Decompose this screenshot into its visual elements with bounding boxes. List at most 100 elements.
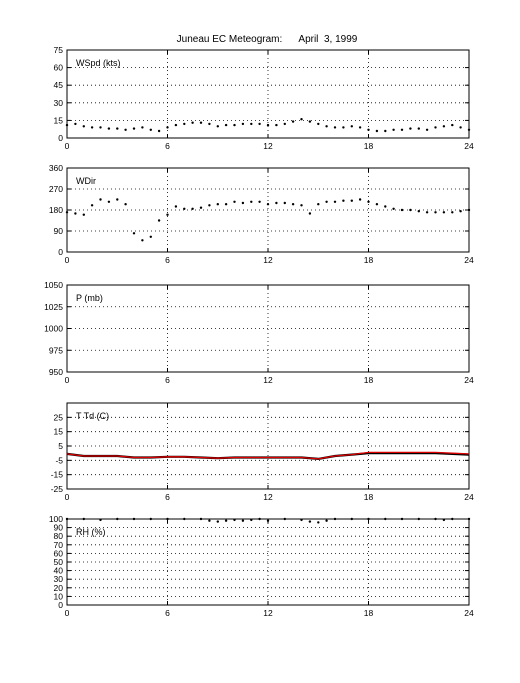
data-point — [216, 520, 219, 523]
data-point — [392, 207, 395, 210]
data-point — [283, 517, 286, 521]
data-point — [166, 517, 169, 521]
data-point — [417, 517, 420, 521]
y-tick-label: 80 — [54, 531, 64, 541]
x-tick-label: 12 — [263, 492, 273, 502]
data-point — [258, 517, 261, 521]
x-tick-label: 6 — [165, 141, 170, 151]
data-point — [375, 203, 379, 206]
data-point — [275, 123, 278, 127]
y-tick-label: 950 — [49, 367, 63, 377]
y-tick-label: 0 — [58, 600, 63, 610]
data-point — [199, 121, 203, 124]
x-tick-label: 18 — [364, 255, 374, 265]
x-tick-label: 0 — [65, 492, 70, 502]
data-point — [350, 199, 353, 202]
x-tick-label: 24 — [464, 255, 474, 265]
data-point — [149, 517, 152, 521]
data-point — [99, 198, 102, 201]
x-tick-label: 18 — [364, 375, 374, 385]
x-tick-label: 6 — [165, 375, 170, 385]
data-point — [166, 213, 169, 216]
x-tick-label: 0 — [65, 375, 70, 385]
x-tick-label: 18 — [364, 492, 374, 502]
x-tick-label: 24 — [464, 375, 474, 385]
y-tick-label: -5 — [55, 455, 63, 465]
y-tick-label: -25 — [51, 484, 64, 494]
data-point — [333, 200, 337, 203]
x-tick-label: 24 — [464, 492, 474, 502]
data-point — [333, 517, 337, 521]
data-point — [166, 126, 169, 129]
y-tick-label: 70 — [54, 540, 64, 550]
data-point — [308, 212, 312, 215]
data-point — [107, 200, 111, 203]
y-tick-label: 60 — [54, 63, 64, 73]
data-point — [325, 125, 328, 128]
panel-label: WSpd (kts) — [76, 58, 121, 68]
y-tick-label: 30 — [54, 574, 64, 584]
data-point — [216, 203, 219, 206]
data-point — [467, 208, 471, 212]
data-point — [233, 200, 236, 203]
y-tick-label: 975 — [49, 345, 63, 355]
x-tick-label: 6 — [165, 255, 170, 265]
y-tick-label: 90 — [54, 523, 64, 533]
series-line — [66, 451, 470, 460]
data-point — [300, 118, 303, 121]
data-point — [124, 203, 127, 206]
data-point — [233, 518, 236, 522]
data-point — [266, 203, 270, 206]
y-tick-label: 20 — [54, 583, 64, 593]
data-point — [250, 122, 253, 126]
data-point — [384, 205, 387, 208]
y-tick-label: 45 — [54, 80, 64, 90]
data-point — [116, 517, 119, 521]
data-point — [275, 201, 278, 205]
data-point — [308, 120, 312, 123]
data-point — [132, 232, 136, 235]
data-point — [191, 207, 194, 210]
y-tick-label: 0 — [58, 133, 63, 143]
data-point — [291, 203, 295, 206]
data-point — [384, 517, 387, 521]
data-point — [266, 123, 270, 127]
x-tick-label: 0 — [65, 608, 70, 618]
x-tick-label: 24 — [464, 141, 474, 151]
data-point — [124, 128, 127, 131]
data-point — [258, 122, 261, 126]
data-point — [367, 517, 370, 521]
data-point — [375, 129, 379, 133]
data-point — [132, 517, 136, 521]
y-tick-label: 15 — [54, 115, 64, 125]
data-point — [116, 198, 119, 201]
data-point — [467, 128, 471, 131]
y-tick-label: 30 — [54, 98, 64, 108]
y-tick-label: 25 — [54, 412, 64, 422]
panel-3: 0 6 12 18 24 950 975 1000 1025 1050 P (mb) — [44, 280, 474, 385]
data-point — [141, 239, 144, 242]
y-tick-label: 10 — [54, 591, 64, 601]
data-point — [224, 519, 228, 522]
data-point — [65, 211, 69, 214]
data-point — [350, 125, 353, 128]
data-point — [208, 122, 211, 126]
x-tick-label: 12 — [263, 608, 273, 618]
y-tick-label: 270 — [49, 184, 63, 194]
data-point — [358, 198, 362, 201]
data-point — [317, 122, 320, 126]
data-point — [250, 200, 253, 203]
data-point — [442, 518, 446, 522]
data-point — [149, 128, 152, 131]
data-point — [451, 517, 454, 521]
y-tick-label: 15 — [54, 427, 64, 437]
data-point — [434, 517, 437, 521]
data-point — [300, 204, 303, 207]
data-point — [250, 518, 253, 522]
data-point — [74, 122, 77, 126]
panel-label: WDir — [76, 176, 96, 186]
data-point — [467, 517, 471, 521]
x-tick-label: 12 — [263, 375, 273, 385]
